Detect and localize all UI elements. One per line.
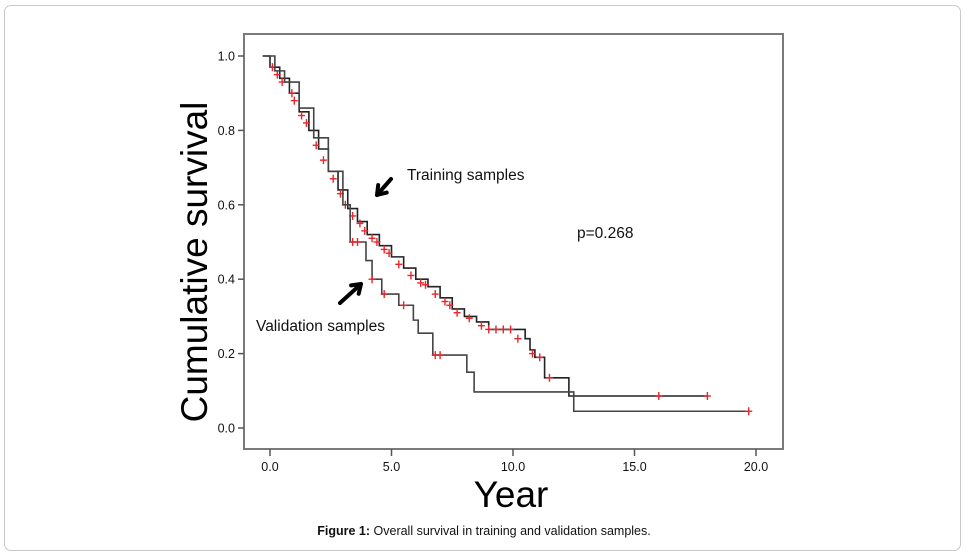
y-tick-label: 0.6 bbox=[218, 198, 235, 212]
censor-mark bbox=[446, 301, 454, 310]
censor-mark bbox=[528, 349, 536, 358]
censor-mark bbox=[400, 301, 408, 310]
censor-mark bbox=[361, 226, 369, 235]
figure-frame bbox=[4, 5, 961, 551]
censor-mark bbox=[380, 290, 388, 299]
censor-mark bbox=[290, 96, 298, 105]
y-tick-label: 0.0 bbox=[218, 422, 235, 436]
censor-mark bbox=[395, 260, 403, 269]
censor-mark bbox=[312, 141, 320, 150]
censor-mark bbox=[385, 249, 393, 258]
x-tick-label: 20.0 bbox=[744, 460, 768, 474]
x-tick-label: 0.0 bbox=[261, 460, 278, 474]
censor-mark bbox=[319, 156, 327, 165]
censor-mark bbox=[507, 325, 515, 334]
censor-mark bbox=[485, 325, 493, 334]
censor-mark bbox=[499, 325, 507, 334]
censor-mark bbox=[536, 353, 544, 362]
arrow-shaft bbox=[338, 282, 363, 305]
arrow-shaft bbox=[375, 177, 393, 197]
censor-mark bbox=[514, 334, 522, 343]
series-layer bbox=[262, 55, 753, 416]
y-tick-label: 0.2 bbox=[218, 347, 235, 361]
x-tick-label: 10.0 bbox=[501, 460, 525, 474]
y-tick-label: 1.0 bbox=[218, 50, 235, 64]
annotation-p-value: p=0.268 bbox=[577, 225, 633, 242]
censor-mark bbox=[431, 290, 439, 299]
censor-mark bbox=[353, 238, 361, 246]
censor-mark bbox=[422, 280, 430, 289]
survival-curve-training bbox=[262, 55, 708, 397]
censor-mark bbox=[745, 407, 753, 416]
censor-mark bbox=[368, 275, 376, 284]
censor-mark bbox=[302, 118, 310, 127]
y-tick-label: 0.8 bbox=[218, 124, 235, 138]
arrow-head bbox=[349, 282, 363, 296]
y-tick-label: 0.4 bbox=[218, 273, 235, 287]
x-tick-label: 15.0 bbox=[622, 460, 646, 474]
censor-mark bbox=[453, 308, 461, 317]
x-axis-title: Year bbox=[474, 474, 549, 515]
censor-mark bbox=[492, 325, 500, 334]
censor-mark bbox=[368, 234, 376, 243]
censor-mark bbox=[436, 351, 444, 360]
censor-mark bbox=[477, 321, 485, 330]
censor-mark bbox=[655, 392, 663, 401]
plot-area bbox=[243, 33, 784, 450]
annotation-validation-label: Validation samples bbox=[256, 318, 385, 335]
censor-mark bbox=[356, 219, 364, 228]
figure-caption: Figure 1: Overall survival in training a… bbox=[0, 524, 968, 538]
censor-mark bbox=[417, 278, 425, 287]
caption-label: Figure 1: bbox=[317, 524, 371, 538]
censor-mark bbox=[407, 271, 415, 280]
caption-text: Overall survival in training and validat… bbox=[370, 524, 651, 538]
arrow-head bbox=[375, 183, 389, 197]
censor-mark bbox=[441, 297, 449, 306]
training-arrow-icon bbox=[375, 177, 393, 197]
x-tick-label: 5.0 bbox=[383, 460, 400, 474]
censor-mark bbox=[273, 70, 281, 79]
censor-mark bbox=[465, 314, 473, 323]
censor-mark bbox=[298, 111, 306, 120]
annotation-layer: Training samples Validation samples p=0.26… bbox=[256, 167, 633, 335]
censor-mark bbox=[703, 392, 711, 401]
survival-curve-validation bbox=[262, 55, 749, 413]
censor-mark bbox=[288, 89, 296, 98]
axes: 0.0 0.2 0.4 0.6 0.8 1.0 0.0 5.0 10.0 15.0 20.0 bbox=[218, 50, 769, 475]
censor-mark bbox=[545, 373, 553, 382]
censor-mark bbox=[329, 174, 337, 183]
censor-mark bbox=[373, 238, 381, 246]
y-axis-title: Cumulative survival bbox=[174, 102, 215, 423]
annotation-training-label: Training samples bbox=[407, 167, 525, 184]
censor-mark bbox=[380, 245, 388, 254]
validation-arrow-icon bbox=[338, 282, 363, 305]
